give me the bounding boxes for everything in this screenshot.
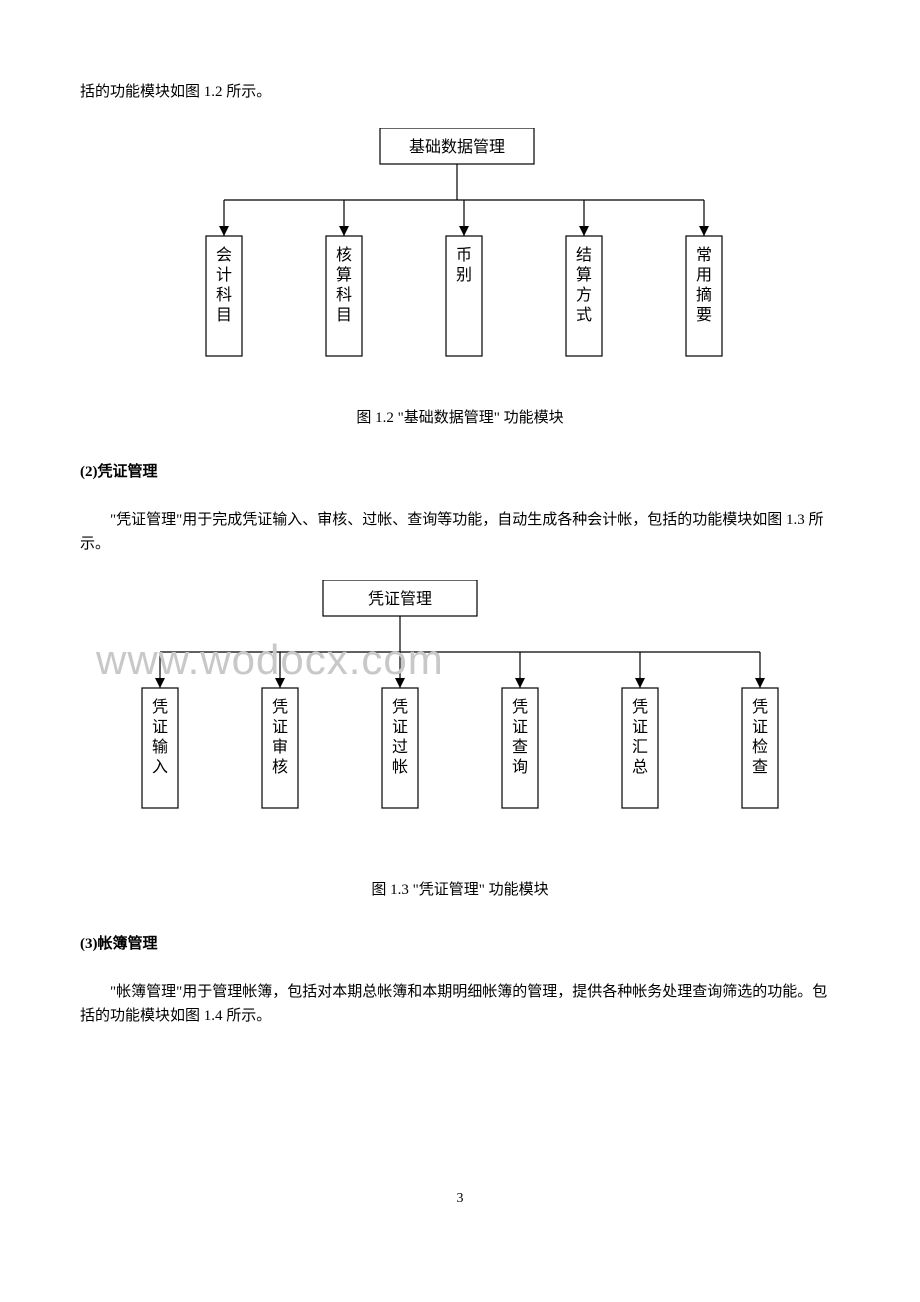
heading-3: (3)帐簿管理 [80, 932, 840, 956]
svg-text:要: 要 [696, 306, 712, 324]
svg-text:凭: 凭 [512, 698, 528, 716]
svg-text:会: 会 [216, 246, 232, 264]
svg-text:证: 证 [512, 718, 528, 736]
svg-text:证: 证 [152, 718, 168, 736]
svg-text:用: 用 [696, 267, 712, 284]
svg-text:计: 计 [216, 266, 232, 284]
svg-text:询: 询 [512, 758, 528, 776]
svg-text:过: 过 [392, 738, 408, 756]
paragraph-2: "凭证管理"用于完成凭证输入、审核、过帐、查询等功能，自动生成各种会计帐，包括的… [80, 508, 840, 556]
svg-text:检: 检 [752, 738, 768, 756]
svg-text:目: 目 [336, 307, 352, 324]
diagram-2: www.wodocx.com 凭证管理凭证输入凭证审核凭证过帐凭证查询凭证汇总凭… [80, 580, 840, 838]
caption-1: 图 1.2 "基础数据管理" 功能模块 [80, 406, 840, 430]
svg-text:币: 币 [456, 246, 472, 264]
svg-text:凭: 凭 [272, 698, 288, 716]
svg-text:科: 科 [336, 286, 352, 304]
tree-diagram-2: 凭证管理凭证输入凭证审核凭证过帐凭证查询凭证汇总凭证检查 [120, 580, 800, 830]
svg-text:审: 审 [272, 738, 288, 756]
svg-text:目: 目 [216, 307, 232, 324]
paragraph-3: "帐簿管理"用于管理帐簿，包括对本期总帐簿和本期明细帐簿的管理，提供各种帐务处理… [80, 980, 840, 1028]
svg-text:总: 总 [632, 758, 648, 776]
svg-text:方: 方 [576, 286, 592, 304]
heading-2: (2)凭证管理 [80, 460, 840, 484]
svg-text:凭证管理: 凭证管理 [368, 590, 432, 608]
svg-text:输: 输 [152, 738, 168, 756]
svg-text:凭: 凭 [152, 698, 168, 716]
svg-text:基础数据管理: 基础数据管理 [409, 138, 505, 156]
page-number: 3 [80, 1188, 840, 1210]
svg-text:证: 证 [272, 718, 288, 736]
svg-text:算: 算 [576, 265, 592, 284]
svg-text:式: 式 [576, 306, 592, 324]
intro-text: 括的功能模块如图 1.2 所示。 [80, 80, 840, 104]
svg-text:常: 常 [696, 246, 712, 264]
svg-text:查: 查 [512, 738, 528, 756]
svg-text:证: 证 [392, 718, 408, 736]
svg-text:汇: 汇 [632, 738, 648, 756]
svg-text:摘: 摘 [696, 286, 712, 304]
svg-text:证: 证 [632, 718, 648, 736]
svg-text:查: 查 [752, 758, 768, 776]
svg-text:别: 别 [456, 266, 472, 284]
svg-text:入: 入 [152, 759, 168, 776]
svg-text:凭: 凭 [752, 698, 768, 716]
svg-text:结: 结 [576, 246, 592, 264]
svg-text:凭: 凭 [632, 698, 648, 716]
tree-diagram-1: 基础数据管理会计科目核算科目币别结算方式常用摘要 [180, 128, 740, 378]
svg-text:证: 证 [752, 718, 768, 736]
svg-text:核: 核 [272, 758, 288, 776]
svg-text:帐: 帐 [392, 758, 408, 776]
caption-2: 图 1.3 "凭证管理" 功能模块 [80, 878, 840, 902]
svg-text:核: 核 [336, 246, 352, 264]
svg-text:算: 算 [336, 265, 352, 284]
svg-text:凭: 凭 [392, 698, 408, 716]
svg-text:科: 科 [216, 286, 232, 304]
diagram-1: 基础数据管理会计科目核算科目币别结算方式常用摘要 [80, 128, 840, 386]
